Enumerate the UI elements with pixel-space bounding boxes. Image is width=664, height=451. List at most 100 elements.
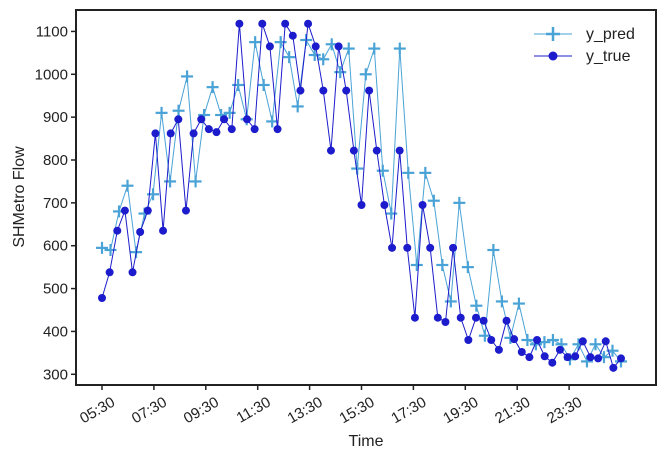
x-tick-label-7: 19:30 bbox=[440, 394, 481, 427]
point-y-true-67 bbox=[609, 363, 618, 372]
point-y-pred-13 bbox=[206, 81, 219, 94]
point-y-true-3 bbox=[120, 206, 129, 215]
point-y-true-11 bbox=[181, 206, 190, 215]
point-y-pred-50 bbox=[521, 334, 534, 346]
point-y-true-42 bbox=[418, 201, 427, 209]
point-y-true-64 bbox=[586, 353, 595, 362]
point-y-pred-29 bbox=[342, 42, 355, 55]
point-y-true-56 bbox=[525, 353, 534, 362]
point-y-pred-21 bbox=[274, 36, 287, 49]
point-y-true-17 bbox=[227, 125, 236, 134]
point-y-pred-36 bbox=[402, 166, 415, 179]
x-tick-label-5: 15:30 bbox=[336, 394, 377, 427]
point-y-pred-26 bbox=[317, 53, 330, 66]
point-y-true-62 bbox=[571, 352, 580, 361]
point-y-true-20 bbox=[250, 125, 259, 134]
point-y-pred-7 bbox=[155, 106, 168, 119]
point-y-true-34 bbox=[357, 201, 366, 209]
y-tick-label-2: 500 bbox=[43, 281, 68, 298]
y-tick-label-6: 900 bbox=[43, 109, 68, 126]
point-y-true-12 bbox=[189, 129, 198, 138]
point-y-true-31 bbox=[334, 42, 343, 51]
x-tick-label-1: 07:30 bbox=[129, 394, 170, 427]
point-y-true-47 bbox=[456, 313, 465, 322]
point-y-true-2 bbox=[113, 226, 122, 235]
point-y-pred-33 bbox=[376, 164, 389, 177]
point-y-true-23 bbox=[273, 125, 282, 134]
y-axis-label: SHMetro Flow bbox=[11, 146, 28, 248]
point-y-true-37 bbox=[380, 201, 389, 209]
plot-area bbox=[96, 19, 627, 372]
point-y-pred-35 bbox=[393, 42, 406, 55]
point-y-true-52 bbox=[494, 345, 503, 354]
y-tick-label-8: 1100 bbox=[36, 23, 68, 40]
legend-marker-y-true bbox=[548, 51, 558, 61]
point-y-true-49 bbox=[471, 313, 480, 322]
x-axis-label: Time bbox=[349, 433, 384, 450]
y-tick-label-4: 700 bbox=[43, 195, 68, 212]
legend-label-y-pred: y_pred bbox=[586, 26, 635, 43]
point-y-true-35 bbox=[365, 86, 374, 95]
point-y-pred-41 bbox=[444, 295, 457, 308]
point-y-pred-1 bbox=[104, 244, 117, 256]
point-y-pred-0 bbox=[96, 241, 108, 254]
point-y-true-18 bbox=[235, 19, 244, 28]
point-y-pred-44 bbox=[470, 299, 483, 312]
x-tick-label-4: 13:30 bbox=[285, 394, 326, 427]
point-y-pred-18 bbox=[249, 36, 262, 49]
point-y-true-25 bbox=[288, 31, 297, 40]
point-y-true-50 bbox=[479, 316, 488, 325]
point-y-true-4 bbox=[128, 268, 137, 277]
point-y-true-26 bbox=[296, 86, 305, 95]
point-y-pred-31 bbox=[359, 68, 372, 81]
point-y-pred-9 bbox=[172, 104, 185, 117]
y-tick-label-5: 800 bbox=[43, 152, 68, 169]
point-y-true-16 bbox=[220, 115, 229, 124]
point-y-true-36 bbox=[372, 146, 381, 155]
x-tick-label-2: 09:30 bbox=[181, 394, 222, 427]
point-y-true-22 bbox=[265, 42, 274, 51]
point-y-true-54 bbox=[510, 335, 519, 344]
point-y-true-63 bbox=[578, 337, 587, 346]
point-y-pred-47 bbox=[495, 295, 508, 308]
point-y-true-38 bbox=[388, 243, 397, 252]
point-y-true-28 bbox=[311, 42, 320, 51]
point-y-true-32 bbox=[342, 86, 351, 95]
point-y-pred-16 bbox=[232, 79, 245, 91]
point-y-true-19 bbox=[243, 115, 252, 124]
point-y-true-46 bbox=[449, 243, 458, 252]
legend: y_pred y_true bbox=[534, 26, 635, 65]
point-y-true-13 bbox=[197, 115, 206, 124]
point-y-true-24 bbox=[281, 19, 290, 28]
point-y-true-48 bbox=[464, 336, 473, 344]
plot-frame bbox=[75, 9, 657, 386]
point-y-true-15 bbox=[212, 128, 221, 137]
point-y-true-45 bbox=[441, 318, 450, 326]
point-y-pred-22 bbox=[283, 51, 296, 64]
point-y-true-33 bbox=[349, 146, 358, 155]
point-y-true-60 bbox=[555, 345, 564, 354]
legend-label-y-true: y_true bbox=[586, 48, 631, 65]
point-y-pred-15 bbox=[223, 106, 236, 119]
point-y-pred-52 bbox=[538, 336, 551, 349]
y-tick-label-1: 400 bbox=[43, 323, 68, 340]
x-tick-label-6: 17:30 bbox=[388, 394, 429, 427]
point-y-pred-8 bbox=[164, 175, 177, 188]
point-y-pred-58 bbox=[589, 338, 602, 351]
y-tick-label-0: 300 bbox=[43, 366, 68, 383]
point-y-true-39 bbox=[395, 146, 404, 155]
point-y-true-41 bbox=[410, 313, 419, 322]
point-y-pred-53 bbox=[546, 334, 559, 346]
point-y-pred-10 bbox=[181, 70, 194, 83]
point-y-true-29 bbox=[319, 86, 328, 95]
point-y-true-6 bbox=[143, 206, 152, 215]
x-tick-label-8: 21:30 bbox=[492, 394, 533, 427]
point-y-pred-25 bbox=[308, 49, 321, 61]
point-y-pred-37 bbox=[410, 259, 423, 271]
point-y-true-58 bbox=[540, 352, 549, 361]
point-y-true-51 bbox=[487, 336, 496, 344]
y-tick-label-3: 600 bbox=[43, 238, 68, 255]
point-y-pred-11 bbox=[189, 175, 202, 188]
point-y-true-59 bbox=[548, 358, 557, 367]
point-y-true-68 bbox=[617, 354, 625, 363]
